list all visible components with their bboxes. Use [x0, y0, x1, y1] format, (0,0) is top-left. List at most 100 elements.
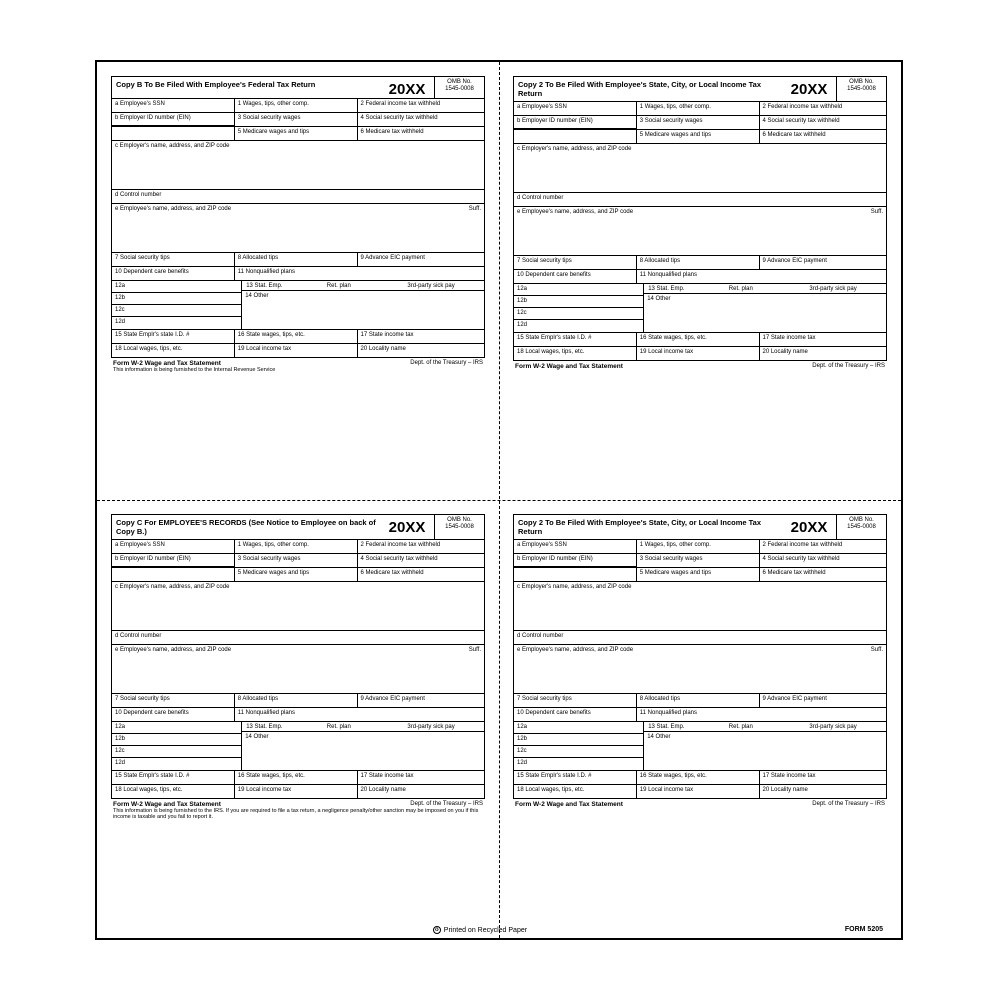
box-14: 14 Other — [242, 291, 484, 327]
box-b2 — [112, 127, 235, 140]
form-name: Form W-2 Wage and Tax Statement — [515, 801, 623, 808]
box-15: 15 State Emplr's state I.D. # — [514, 771, 637, 784]
box-19: 19 Local income tax — [637, 785, 760, 798]
box-12b: 12b — [514, 296, 643, 308]
box-12b: 12b — [514, 734, 643, 746]
box-18: 18 Local wages, tips, etc. — [112, 785, 235, 798]
recycle-icon: ♻ — [433, 926, 441, 934]
box-8: 8 Allocated tips — [637, 256, 760, 269]
box-19: 19 Local income tax — [235, 344, 358, 357]
box-14: 14 Other — [644, 294, 886, 330]
box-12c: 12c — [514, 746, 643, 758]
box-a: a Employee's SSN — [514, 102, 637, 115]
box-7: 7 Social security tips — [112, 694, 235, 707]
dept-label: Dept. of the Treasury – IRS — [410, 360, 483, 367]
quad-2-bottom: Copy 2 To Be Filed With Employee's State… — [499, 500, 901, 938]
box-11: 11 Nonqualified plans — [637, 270, 886, 283]
box-6: 6 Medicare tax withheld — [358, 568, 484, 581]
box-11: 11 Nonqualified plans — [637, 708, 886, 721]
box-16: 16 State wages, tips, etc. — [235, 771, 358, 784]
box-d: d Control number — [514, 631, 886, 644]
box-15: 15 State Emplr's state I.D. # — [112, 330, 235, 343]
box-12a: 12a — [112, 722, 241, 734]
form-number: FORM 5205 — [845, 926, 883, 934]
tax-year: 20XX — [782, 77, 836, 101]
box-7: 7 Social security tips — [514, 256, 637, 269]
tax-year: 20XX — [380, 77, 434, 98]
box-7: 7 Social security tips — [514, 694, 637, 707]
box-12a: 12a — [112, 281, 241, 293]
w2-form: Copy 2 To Be Filed With Employee's State… — [513, 514, 887, 799]
box-5: 5 Medicare wages and tips — [235, 127, 358, 140]
box-12d: 12d — [514, 758, 643, 770]
box-4: 4 Social security tax withheld — [760, 554, 886, 567]
box-1: 1 Wages, tips, other comp. — [637, 540, 760, 553]
box-c: c Employer's name, address, and ZIP code — [112, 582, 484, 630]
box-b: b Employer ID number (EIN) — [112, 554, 235, 567]
box-12a: 12a — [514, 284, 643, 296]
box-1: 1 Wages, tips, other comp. — [235, 540, 358, 553]
box-10: 10 Dependent care benefits — [112, 267, 235, 280]
box-6: 6 Medicare tax withheld — [760, 568, 886, 581]
box-16: 16 State wages, tips, etc. — [637, 771, 760, 784]
box-14: 14 Other — [242, 732, 484, 768]
omb-box: OMB No.1545-0008 — [836, 77, 886, 101]
recycled-text: Printed on Recycled Paper — [444, 927, 527, 934]
box-2: 2 Federal income tax withheld — [358, 99, 484, 112]
box-18: 18 Local wages, tips, etc. — [514, 785, 637, 798]
box-12d: 12d — [112, 758, 241, 770]
omb-box: OMB No.1545-0008 — [836, 515, 886, 539]
box-9: 9 Advance EIC payment — [358, 253, 484, 266]
box-a: a Employee's SSN — [112, 99, 235, 112]
box-13: 13 Stat. Emp.Ret. plan3rd-party sick pay — [242, 281, 484, 291]
fine-print: This information is being furnished to t… — [111, 367, 485, 373]
w2-sheet: Copy B To Be Filed With Employee's Feder… — [95, 60, 903, 940]
box-15: 15 State Emplr's state I.D. # — [112, 771, 235, 784]
box-17: 17 State income tax — [760, 333, 886, 346]
recycled-label: ♻ Printed on Recycled Paper — [433, 926, 527, 934]
sheet-footer: ♻ Printed on Recycled Paper FORM 5205 — [97, 926, 901, 934]
dept-label: Dept. of the Treasury – IRS — [410, 801, 483, 808]
box-12c: 12c — [112, 305, 241, 317]
box-4: 4 Social security tax withheld — [760, 116, 886, 129]
box-12b: 12b — [112, 734, 241, 746]
omb-box: OMB No.1545-0008 — [434, 77, 484, 98]
box-11: 11 Nonqualified plans — [235, 708, 484, 721]
box-20: 20 Locality name — [760, 347, 886, 360]
box-d: d Control number — [112, 190, 484, 203]
box-12d: 12d — [112, 317, 241, 329]
box-e: e Employee's name, address, and ZIP code… — [514, 207, 886, 255]
box-11: 11 Nonqualified plans — [235, 267, 484, 280]
box-e: e Employee's name, address, and ZIP code… — [112, 645, 484, 693]
box-c: c Employer's name, address, and ZIP code — [514, 582, 886, 630]
box-1: 1 Wages, tips, other comp. — [235, 99, 358, 112]
box-c: c Employer's name, address, and ZIP code — [112, 141, 484, 189]
box-9: 9 Advance EIC payment — [760, 256, 886, 269]
copy-title: Copy C For EMPLOYEE'S RECORDS (See Notic… — [112, 515, 380, 539]
form-footer: Form W-2 Wage and Tax Statement Dept. of… — [111, 358, 485, 367]
w2-form: Copy 2 To Be Filed With Employee's State… — [513, 76, 887, 361]
box-19: 19 Local income tax — [637, 347, 760, 360]
box-1: 1 Wages, tips, other comp. — [637, 102, 760, 115]
quad-c: Copy C For EMPLOYEE'S RECORDS (See Notic… — [97, 500, 499, 938]
box-b: b Employer ID number (EIN) — [514, 554, 637, 567]
box-20: 20 Locality name — [358, 344, 484, 357]
quad-2-top: Copy 2 To Be Filed With Employee's State… — [499, 62, 901, 500]
box-12d: 12d — [514, 320, 643, 332]
box-b2 — [514, 568, 637, 581]
box-8: 8 Allocated tips — [235, 694, 358, 707]
copy-title: Copy B To Be Filed With Employee's Feder… — [112, 77, 380, 98]
box-6: 6 Medicare tax withheld — [358, 127, 484, 140]
box-12a: 12a — [514, 722, 643, 734]
box-5: 5 Medicare wages and tips — [235, 568, 358, 581]
tax-year: 20XX — [782, 515, 836, 539]
box-4: 4 Social security tax withheld — [358, 554, 484, 567]
box-15: 15 State Emplr's state I.D. # — [514, 333, 637, 346]
box-3: 3 Social security wages — [235, 113, 358, 126]
box-e: e Employee's name, address, and ZIP code… — [112, 204, 484, 252]
tax-year: 20XX — [380, 515, 434, 539]
box-14: 14 Other — [644, 732, 886, 768]
box-12c: 12c — [514, 308, 643, 320]
box-19: 19 Local income tax — [235, 785, 358, 798]
copy-title: Copy 2 To Be Filed With Employee's State… — [514, 515, 782, 539]
